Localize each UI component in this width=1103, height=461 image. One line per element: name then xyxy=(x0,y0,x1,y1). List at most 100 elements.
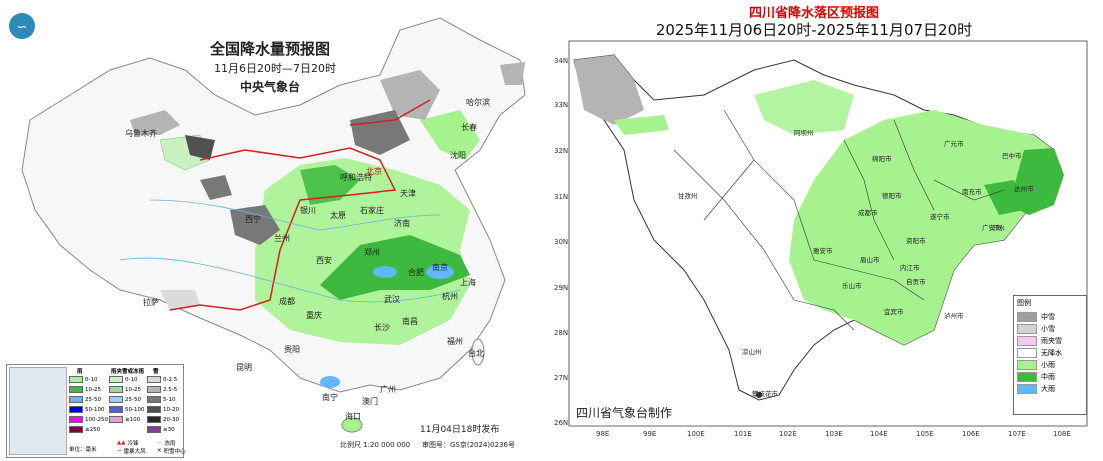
legend-item: 小雪 xyxy=(1017,323,1086,335)
lon-tick: 100E xyxy=(687,430,705,438)
legend-swatch xyxy=(109,406,123,413)
legend-label: 0-10 xyxy=(125,376,138,383)
legend-label: 中雪 xyxy=(1041,313,1055,321)
region-label: 绵阳市 xyxy=(872,155,892,163)
region-label: 内江市 xyxy=(900,264,920,272)
region-label: 达州市 xyxy=(1014,185,1034,193)
city-label: 西安 xyxy=(316,256,332,265)
legend-swatch xyxy=(147,406,161,413)
national-map-title: 全国降水量预报图 xyxy=(210,40,331,58)
map-scale: 比例尺 1:20 000 000 xyxy=(340,441,411,449)
region-label: 雅安市 xyxy=(813,247,833,255)
lon-tick: 107E xyxy=(1008,430,1026,438)
legend-symbol: ✕ 积雪中心 xyxy=(157,448,186,455)
legend-swatch xyxy=(1017,336,1037,346)
lon-tick: 103E xyxy=(825,430,843,438)
lat-tick: 26N xyxy=(554,419,569,427)
city-label: 上海 xyxy=(460,278,476,287)
city-label: 北京 xyxy=(366,167,382,176)
region-label: 宜宾市 xyxy=(884,308,904,316)
legend-item: 25-50 xyxy=(109,396,141,403)
legend-swatch xyxy=(69,426,83,433)
city-label: 澳门 xyxy=(362,397,378,406)
region-label: 广安市 xyxy=(982,224,1002,232)
lon-tick: 106E xyxy=(962,430,980,438)
legend-swatch xyxy=(69,396,83,403)
lat-tick: 29N xyxy=(554,284,569,292)
city-label: 广州 xyxy=(380,385,396,394)
legend-swatch xyxy=(109,386,123,393)
legend-swatch xyxy=(147,396,161,403)
legend-item: 10-25 xyxy=(109,386,141,393)
legend-label: 25-50 xyxy=(85,396,101,403)
city-label: 兰州 xyxy=(274,234,290,243)
issue-time: 11月04日18时发布 xyxy=(420,425,500,435)
legend-item: 中雪 xyxy=(1017,311,1086,323)
sichuan-precip-map: 四川省降水落区预报图 2025年11月06日20时-2025年11月07日20时 xyxy=(554,0,1103,461)
sichuan-map-period: 2025年11月06日20时-2025年11月07日20时 xyxy=(655,21,973,39)
legend-title: 图例 xyxy=(1017,299,1031,307)
legend-swatch xyxy=(1017,324,1037,334)
lat-tick: 27N xyxy=(554,374,569,382)
legend-item: 0-2.5 xyxy=(147,376,177,383)
city-label: 沈阳 xyxy=(450,151,466,160)
city-label: 海口 xyxy=(345,412,361,421)
legend-label: ≥250 xyxy=(85,426,101,433)
city-label: 呼和浩特 xyxy=(340,173,372,182)
region-label: 巴中市 xyxy=(1002,152,1022,160)
lon-tick: 108E xyxy=(1053,430,1071,438)
city-label: 郑州 xyxy=(364,248,380,257)
region-label: 凉山州 xyxy=(742,348,762,356)
city-label: 长沙 xyxy=(374,323,390,332)
lat-tick: 34N xyxy=(554,57,569,65)
legend-sleet-title: 雨夹雪或冻雨 xyxy=(111,369,145,375)
lon-tick: 104E xyxy=(870,430,888,438)
legend-item: 中雨 xyxy=(1017,371,1086,383)
city-label: 哈尔滨 xyxy=(466,98,490,107)
lat-tick: 31N xyxy=(554,193,569,201)
city-label: 乌鲁木齐 xyxy=(125,129,157,138)
lon-tick: 98E xyxy=(596,430,610,438)
city-label: 成都 xyxy=(279,297,295,306)
legend-unit: 单位：毫米 xyxy=(69,447,97,453)
city-label: 南京 xyxy=(432,263,448,272)
region-label: 邻水 xyxy=(992,224,1005,232)
legend-swatch xyxy=(69,376,83,383)
legend-item: 大雨 xyxy=(1017,383,1086,395)
city-label: 昆明 xyxy=(236,363,252,372)
legend-symbol: — 冻雨 xyxy=(157,440,176,447)
city-label: 武汉 xyxy=(384,295,400,304)
legend-swatch xyxy=(69,416,83,423)
legend-swatch xyxy=(1017,312,1037,322)
city-label: 南昌 xyxy=(402,317,418,326)
city-label: 长春 xyxy=(461,123,477,132)
legend-label: 大雨 xyxy=(1041,385,1055,393)
lat-tick: 33N xyxy=(554,101,569,109)
city-label: 台北 xyxy=(468,349,484,358)
moderate-rain-area xyxy=(320,235,470,300)
south-china-sea-inset xyxy=(9,367,67,455)
lat-tick: 28N xyxy=(554,329,569,337)
sichuan-legend: 图例 中雪 小雪 雨夹雪 无降水 小雨 中雨 大雨 xyxy=(1013,295,1087,415)
legend-item: 0-10 xyxy=(69,376,97,383)
city-label: 石家庄 xyxy=(360,206,384,215)
legend-item: ≥100 xyxy=(109,416,140,423)
city-label: 贵阳 xyxy=(284,345,300,354)
city-label: 济南 xyxy=(394,219,410,228)
svg-text:∽: ∽ xyxy=(17,20,28,35)
light-rain-area xyxy=(789,110,1054,345)
legend-swatch xyxy=(1017,384,1037,394)
legend-label: 中雨 xyxy=(1041,373,1055,381)
legend-item: 0-10 xyxy=(109,376,137,383)
region-label: 德阳市 xyxy=(882,192,902,200)
legend-swatch xyxy=(1017,372,1037,382)
legend-item: 20-30 xyxy=(147,416,179,423)
sichuan-map-title: 四川省降水落区预报图 xyxy=(748,6,879,21)
cold-front xyxy=(169,147,397,311)
legend-label: 10-20 xyxy=(163,406,179,413)
lon-tick: 102E xyxy=(779,430,797,438)
city-label: 天津 xyxy=(400,189,416,198)
national-legend: 雨 雨夹雪或冻雨 雪 0-10 10-25 25-50 50-100 100-250 ≥2… xyxy=(6,364,186,458)
legend-label: 0-10 xyxy=(85,376,98,383)
lat-tick: 30N xyxy=(554,238,569,246)
